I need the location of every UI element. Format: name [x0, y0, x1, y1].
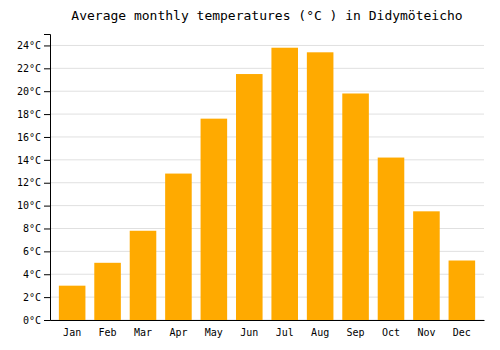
- bar: [271, 48, 298, 320]
- y-tick-mark: [44, 228, 50, 229]
- bar: [449, 261, 476, 320]
- bar: [94, 263, 121, 320]
- y-tick-label: 10°C: [17, 200, 41, 211]
- y-tick: 4°C: [23, 269, 50, 280]
- x-tick-label: Feb: [99, 327, 117, 338]
- y-tick-label: 12°C: [17, 177, 41, 188]
- y-tick: 8°C: [23, 223, 50, 234]
- y-tick-label: 2°C: [23, 292, 41, 303]
- y-axis-line: [44, 35, 51, 321]
- x-tick: Dec: [453, 327, 471, 338]
- x-tick: Feb: [99, 327, 117, 338]
- x-tick: Jun: [240, 327, 258, 338]
- y-tick-mark: [44, 68, 50, 69]
- x-tick: Apr: [169, 327, 187, 338]
- y-tick-label: 8°C: [23, 223, 41, 234]
- grid-line: [50, 68, 484, 69]
- bar: [378, 158, 405, 320]
- x-tick: Mar: [134, 327, 152, 338]
- bar: [342, 93, 369, 320]
- y-tick-mark: [44, 320, 50, 321]
- y-tick-label: 20°C: [17, 86, 41, 97]
- y-tick-label: 14°C: [17, 155, 41, 166]
- x-tick-label: Mar: [134, 327, 152, 338]
- x-tick: Jan: [63, 327, 81, 338]
- y-tick: 0°C: [23, 315, 50, 326]
- x-tick: Nov: [417, 327, 435, 338]
- y-tick-mark: [44, 137, 50, 138]
- x-tick-label: Jun: [240, 327, 258, 338]
- y-tick: 18°C: [17, 109, 50, 120]
- x-tick-label: Nov: [417, 327, 435, 338]
- y-tick-label: 6°C: [23, 246, 41, 257]
- marks: [59, 48, 475, 320]
- bar: [130, 231, 157, 320]
- chart: 0°C 2°C 4°C 6°C 8°C 10°C 12°C 14°C 16°C 18°C 20°C 2…: [0, 0, 500, 350]
- x-tick-label: Jul: [276, 327, 294, 338]
- y-tick-mark: [44, 45, 50, 46]
- grid-line: [50, 182, 484, 183]
- y-tick-mark: [44, 91, 50, 92]
- y-tick-label: 24°C: [17, 40, 41, 51]
- y-tick: 24°C: [17, 40, 50, 51]
- y-tick: 22°C: [17, 63, 50, 74]
- y-tick-label: 22°C: [17, 63, 41, 74]
- y-tick-label: 4°C: [23, 269, 41, 280]
- grid-line: [50, 205, 484, 206]
- y-tick-mark: [44, 297, 50, 298]
- x-axis-line: [51, 320, 485, 321]
- y-tick-mark: [44, 251, 50, 252]
- x-tick: May: [205, 327, 223, 338]
- y-tick-mark: [44, 274, 50, 275]
- bar: [307, 52, 334, 320]
- grid: [50, 45, 484, 320]
- x-axis: Jan Feb Mar Apr May Jun Jul Aug Sep Oct Nov Dec: [51, 321, 485, 339]
- bar: [236, 74, 263, 320]
- bar: [59, 286, 86, 320]
- x-tick-label: Sep: [347, 327, 365, 338]
- y-tick-mark: [44, 206, 50, 207]
- grid-line: [50, 114, 484, 115]
- x-tick: Sep: [347, 327, 365, 338]
- x-tick-label: Aug: [311, 327, 329, 338]
- y-tick: 2°C: [23, 292, 50, 303]
- y-tick-mark: [44, 114, 50, 115]
- x-tick-label: May: [205, 327, 223, 338]
- x-tick-label: Oct: [382, 327, 400, 338]
- x-tick: Jul: [276, 327, 294, 338]
- x-tick-label: Jan: [63, 327, 81, 338]
- y-tick-label: 18°C: [17, 109, 41, 120]
- y-tick: 10°C: [17, 200, 50, 211]
- y-tick-label: 0°C: [23, 315, 41, 326]
- y-tick-label: 16°C: [17, 132, 41, 143]
- plot: 0°C 2°C 4°C 6°C 8°C 10°C 12°C 14°C 16°C 18°C 20°C 2…: [17, 35, 485, 339]
- grid-line: [50, 136, 484, 137]
- bar: [413, 211, 440, 320]
- bar: [165, 174, 192, 320]
- x-tick: Oct: [382, 327, 400, 338]
- bar: [201, 119, 228, 320]
- grid-line: [50, 159, 484, 160]
- x-tick-label: Dec: [453, 327, 471, 338]
- y-axis: 0°C 2°C 4°C 6°C 8°C 10°C 12°C 14°C 16°C 18°C 20°C 2…: [17, 35, 51, 326]
- grid-line: [50, 91, 484, 92]
- y-tick-mark: [44, 183, 50, 184]
- x-tick-label: Apr: [169, 327, 187, 338]
- y-tick: 6°C: [23, 246, 50, 257]
- title: Average monthly temperatures (°C ) in Di…: [71, 8, 462, 23]
- y-tick: 12°C: [17, 177, 50, 188]
- y-tick-mark: [44, 160, 50, 161]
- x-tick: Aug: [311, 327, 329, 338]
- grid-line: [50, 45, 484, 46]
- y-tick: 16°C: [17, 132, 50, 143]
- y-tick: 14°C: [17, 155, 50, 166]
- y-tick: 20°C: [17, 86, 50, 97]
